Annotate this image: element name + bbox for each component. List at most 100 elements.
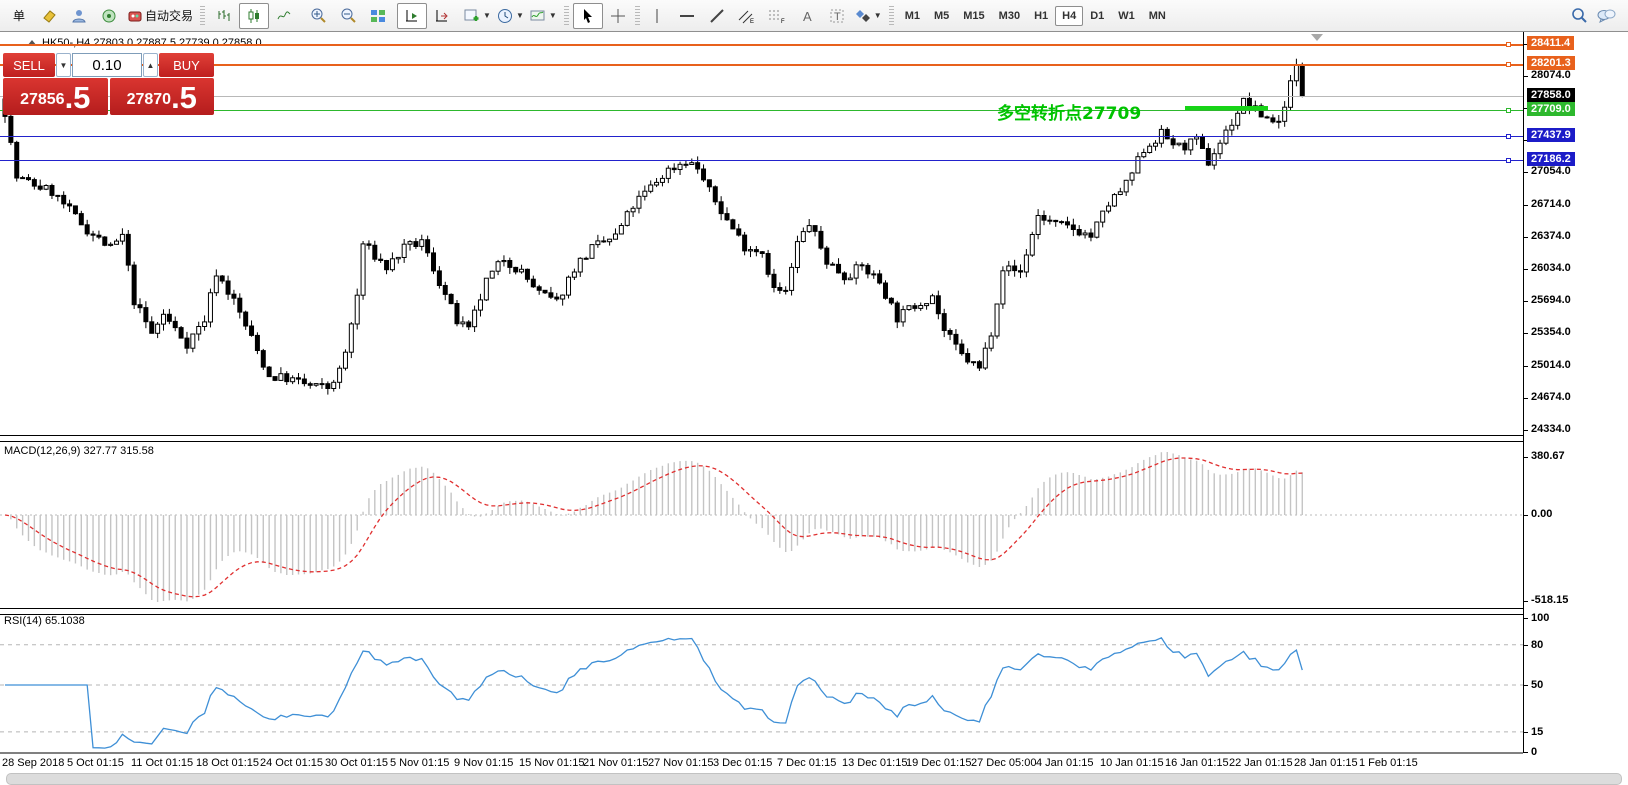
trendline-icon[interactable]: [702, 3, 732, 29]
one-click-panel-toggle[interactable]: [27, 40, 37, 46]
buy-button[interactable]: BUY: [159, 53, 214, 77]
time-axis-label: 27 Nov 01:15: [648, 757, 714, 769]
price-tick: 25694.0: [1531, 294, 1571, 306]
rsi-axis-label: 15: [1531, 726, 1544, 738]
toolbar-group-trade: 单 自动交易: [2, 2, 198, 30]
buy-price[interactable]: 27870.5: [109, 78, 214, 115]
cursor-icon[interactable]: [572, 2, 603, 29]
sell-button[interactable]: SELL: [3, 53, 55, 77]
level-line-27186.2[interactable]: [0, 160, 1523, 161]
price-tick: 26034.0: [1531, 262, 1571, 274]
rsi-axis-label: 0: [1531, 746, 1538, 758]
toolbar-group-new: ▼ ▼ ▼: [459, 2, 562, 30]
annotation-text[interactable]: 多空转折点27709: [997, 104, 1142, 124]
horizontal-scrollbar[interactable]: [6, 773, 1622, 785]
level-handle[interactable]: [1506, 108, 1511, 113]
level-line-27709[interactable]: [0, 110, 1523, 111]
price-tick: 26374.0: [1531, 230, 1571, 242]
profiles-button[interactable]: ▼: [494, 3, 527, 29]
horizontal-line-icon[interactable]: [672, 3, 702, 29]
chevron-down-icon: ▼: [515, 11, 524, 20]
timeframe-m5[interactable]: M5: [933, 9, 950, 22]
auto-scroll-icon[interactable]: [397, 2, 428, 29]
time-axis-label: 28 Sep 2018: [2, 757, 65, 769]
autotrade-button[interactable]: 自动交易: [124, 3, 196, 29]
level-handle[interactable]: [1506, 42, 1511, 47]
new-order-button[interactable]: 单: [12, 9, 25, 23]
level-line-27858[interactable]: [0, 96, 1523, 97]
pane-divider[interactable]: [0, 608, 1628, 615]
svg-text:T: T: [834, 11, 841, 23]
fibonacci-icon[interactable]: F: [762, 3, 792, 29]
time-axis-label: 5 Oct 01:15: [67, 757, 124, 769]
chat-icon[interactable]: [1596, 8, 1616, 24]
time-axis: 28 Sep 2018 5 Oct 01:15 11 Oct 01:15 18 Oct…: [0, 754, 1523, 772]
tile-windows-icon[interactable]: [363, 3, 393, 29]
time-axis-label: 10 Jan 01:15: [1100, 757, 1164, 769]
crosshair-icon[interactable]: [603, 3, 633, 29]
zoom-in-icon[interactable]: [303, 3, 333, 29]
time-axis-label: 19 Dec 01:15: [906, 757, 972, 769]
rsi-label: RSI(14) 65.1038: [4, 615, 85, 627]
new-chart-button[interactable]: ▼: [461, 3, 494, 29]
equidistant-channel-icon[interactable]: E: [732, 3, 762, 29]
price-tick: 26714.0: [1531, 198, 1571, 210]
timeframe-h1[interactable]: H1: [1034, 9, 1049, 22]
time-axis-label: 11 Oct 01:15: [131, 757, 194, 769]
community-icon[interactable]: [64, 3, 94, 29]
chevron-down-icon: ▼: [873, 11, 882, 20]
text-label-icon[interactable]: T: [822, 3, 852, 29]
volume-input[interactable]: 0.10: [72, 53, 142, 77]
pane-divider[interactable]: [0, 435, 1628, 442]
volume-increase-button[interactable]: ▲: [143, 53, 158, 77]
time-axis-label: 27 Dec 05:00: [971, 757, 1037, 769]
volume-decrease-button[interactable]: ▼: [56, 53, 71, 77]
level-handle[interactable]: [1506, 134, 1511, 139]
time-axis-label: 15 Nov 01:15: [519, 757, 585, 769]
eraser-icon[interactable]: [34, 3, 64, 29]
candlestick-chart-icon[interactable]: [239, 2, 270, 29]
time-axis-label: 5 Nov 01:15: [390, 757, 450, 769]
timeframe-mn[interactable]: MN: [1148, 9, 1166, 22]
zoom-out-icon[interactable]: [333, 3, 363, 29]
timeframe-w1[interactable]: W1: [1118, 9, 1135, 22]
chart-shift-marker[interactable]: [1311, 34, 1323, 41]
toolbar-group-scroll: [395, 2, 459, 30]
search-icon[interactable]: [1571, 7, 1588, 24]
text-icon[interactable]: A: [792, 3, 822, 29]
toolbar-grip[interactable]: [888, 5, 894, 26]
toolbar: 单 自动交易 ▼ ▼ ▼: [0, 0, 1628, 32]
level-line-28201.3[interactable]: [0, 64, 1523, 66]
price-tick: 24334.0: [1531, 423, 1571, 435]
toolbar-group-charttype: [207, 2, 301, 30]
time-axis-label: 9 Nov 01:15: [454, 757, 514, 769]
timeframe-h4[interactable]: H4: [1055, 5, 1084, 26]
vertical-line-icon[interactable]: [642, 3, 672, 29]
chart-area[interactable]: HK50-,H4 27803.0 27887.5 27739.0 27858.0…: [0, 32, 1628, 785]
timeframe-m15[interactable]: M15: [963, 9, 985, 22]
time-axis-label: 22 Jan 01:15: [1229, 757, 1293, 769]
level-handle[interactable]: [1506, 158, 1511, 163]
level-line-28411.4[interactable]: [0, 44, 1523, 46]
signal-icon[interactable]: [94, 3, 124, 29]
level-handle[interactable]: [1506, 62, 1511, 67]
time-axis-label: 28 Jan 01:15: [1294, 757, 1358, 769]
timeframe-m1[interactable]: M1: [904, 9, 920, 22]
timeframe-d1[interactable]: D1: [1090, 9, 1105, 22]
arrows-tool-button[interactable]: ▼: [852, 3, 885, 29]
time-axis-label: 13 Dec 01:15: [842, 757, 908, 769]
bar-chart-icon[interactable]: [209, 3, 239, 29]
level-line-27437.9[interactable]: [0, 136, 1523, 137]
chart-shift-icon[interactable]: [427, 3, 457, 29]
time-axis-label: 24 Oct 01:15: [260, 757, 323, 769]
sell-price[interactable]: 27856.5: [3, 78, 108, 115]
toolbar-grip[interactable]: [563, 5, 569, 26]
indicators-button[interactable]: ▼: [527, 3, 560, 29]
line-chart-icon[interactable]: [269, 3, 299, 29]
price-tick: 25014.0: [1531, 359, 1571, 371]
rsi-axis-label: 80: [1531, 639, 1544, 651]
timeframe-m30[interactable]: M30: [998, 9, 1021, 22]
annotation-trendline[interactable]: [1185, 106, 1268, 110]
price-axis: 28414.0 28074.0 27734.0 27394.0 27054.0 …: [1523, 32, 1628, 758]
toolbar-grip[interactable]: [200, 5, 206, 26]
